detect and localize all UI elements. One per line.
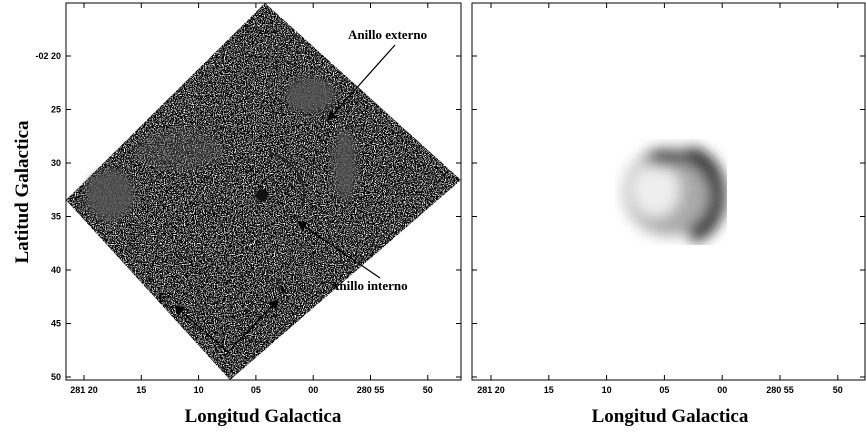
- x-tick-label: 281 20: [477, 385, 505, 395]
- x-tick-label: 10: [602, 385, 612, 395]
- y-tick-label: 25: [51, 105, 61, 115]
- x-tick-label: 05: [251, 385, 261, 395]
- y-tick-label: 50: [51, 372, 61, 382]
- annotation: Anillo interno: [330, 278, 408, 293]
- annotation-arrows: [174, 44, 396, 353]
- x-tick-label: 281 20: [70, 385, 98, 395]
- annotation: N: [278, 282, 288, 297]
- x-axis-label: Longitud Galactica: [592, 406, 749, 427]
- annotation: E: [158, 290, 167, 305]
- right-frame: [471, 2, 866, 381]
- left-frame: [65, 2, 462, 381]
- x-tick-label: 05: [659, 385, 669, 395]
- y-tick-label: 40: [51, 265, 61, 275]
- x-tick-label: 280 55: [357, 385, 385, 395]
- x-tick-label: 15: [136, 385, 146, 395]
- left-image: [66, 3, 461, 380]
- x-tick-label: 50: [833, 385, 843, 395]
- y-axis-label: Latitud Galactica: [12, 120, 33, 264]
- annotation: Anillo externo: [348, 27, 427, 42]
- x-tick-label: 50: [423, 385, 433, 395]
- y-tick-label: 35: [51, 212, 61, 222]
- x-tick-label: 10: [194, 385, 204, 395]
- x-tick-label: 15: [544, 385, 554, 395]
- x-tick-label: 280 55: [766, 385, 794, 395]
- y-tick-label: -02 20: [35, 51, 61, 61]
- x-tick-label: 00: [308, 385, 318, 395]
- x-axis-label: Longitud Galactica: [185, 406, 342, 427]
- y-tick-label: 30: [51, 158, 61, 168]
- x-tick-label: 00: [717, 385, 727, 395]
- y-tick-label: 45: [51, 319, 61, 329]
- right-image: [624, 147, 725, 242]
